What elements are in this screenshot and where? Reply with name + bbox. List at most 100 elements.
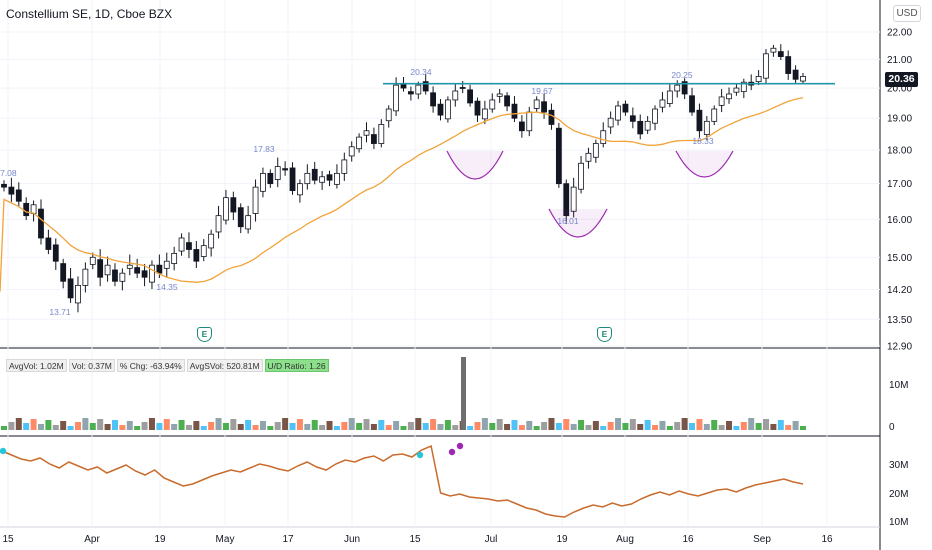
volume-bar xyxy=(444,420,451,430)
volume-bar xyxy=(481,418,488,430)
volume-bar xyxy=(282,418,289,430)
volume-bar xyxy=(119,425,126,430)
candle xyxy=(518,121,525,132)
x-tick-label: 15 xyxy=(409,534,421,545)
earnings-marker-icon[interactable]: E xyxy=(597,327,612,342)
candle xyxy=(89,256,96,265)
candle xyxy=(23,202,30,217)
candle xyxy=(30,204,37,214)
earnings-marker-icon[interactable]: E xyxy=(197,327,212,342)
candle xyxy=(696,109,703,132)
candle xyxy=(134,267,141,274)
volume-tick-label: 10M xyxy=(889,380,908,391)
volume-bar xyxy=(526,421,533,430)
candle xyxy=(711,108,718,122)
volume-bar xyxy=(777,420,784,430)
candle xyxy=(489,99,496,110)
candle xyxy=(785,56,792,74)
candle xyxy=(430,92,436,107)
candle xyxy=(800,76,806,82)
volume-bar xyxy=(215,418,222,430)
volume-bar xyxy=(792,421,799,430)
y-tick-label: 15.00 xyxy=(887,253,912,264)
candle xyxy=(526,111,533,132)
volume-bar xyxy=(615,418,622,430)
volume-bar xyxy=(785,425,792,430)
candle xyxy=(792,69,799,80)
x-tick-label: Sep xyxy=(753,534,771,545)
candle xyxy=(75,284,81,304)
volume-bar xyxy=(681,418,688,430)
avg-vol-stat: AvgVol: 1.02M xyxy=(6,359,67,372)
candle xyxy=(82,268,89,286)
candle xyxy=(274,166,281,180)
volume-bar xyxy=(563,419,570,430)
price-annotation: 20.25 xyxy=(671,70,693,80)
candle xyxy=(578,162,584,190)
x-tick-label: 19 xyxy=(154,534,166,545)
volume-bar xyxy=(319,425,326,430)
candle xyxy=(733,87,740,93)
currency-button[interactable]: USD xyxy=(893,5,921,22)
x-tick-label: 15 xyxy=(2,534,14,545)
candle xyxy=(260,172,266,192)
candle xyxy=(208,233,215,249)
indicator-tick-label: 30M xyxy=(889,460,908,471)
candle xyxy=(60,263,67,282)
volume-bar xyxy=(45,420,52,430)
volume-bar xyxy=(600,426,607,430)
volume-bar xyxy=(245,420,252,430)
volume-bar xyxy=(755,423,762,430)
price-annotation: 17.83 xyxy=(253,144,275,154)
candle xyxy=(659,99,666,108)
candle xyxy=(422,81,429,92)
candle xyxy=(15,189,22,202)
volume-bar xyxy=(711,420,718,430)
volume-spike-bar xyxy=(461,357,466,430)
candle xyxy=(156,264,163,274)
candle xyxy=(193,249,200,262)
candle xyxy=(637,120,644,135)
volume-bar xyxy=(592,421,599,430)
price-annotation: 19.67 xyxy=(531,86,553,96)
candle xyxy=(104,264,111,276)
candle xyxy=(474,100,481,116)
volume-bar xyxy=(37,424,44,430)
volume-bar xyxy=(474,422,481,430)
volume-bar xyxy=(111,420,118,430)
volume-bar xyxy=(259,421,266,430)
y-tick-label: 13.50 xyxy=(887,315,912,326)
volume-bar xyxy=(30,419,37,430)
candle xyxy=(726,93,732,100)
candle xyxy=(45,237,52,250)
volume-bar xyxy=(274,422,281,430)
candle xyxy=(666,90,673,104)
volume-bar xyxy=(533,426,540,430)
candle xyxy=(112,269,118,282)
candle xyxy=(607,117,614,128)
volume-bar xyxy=(733,426,740,430)
x-tick-label: Apr xyxy=(84,534,100,545)
cup-pattern-arc xyxy=(548,208,608,238)
candle xyxy=(437,103,444,116)
candle xyxy=(319,176,326,183)
candle xyxy=(215,215,222,233)
volume-bar xyxy=(570,424,577,430)
candle xyxy=(570,186,577,212)
volume-bar xyxy=(348,418,355,430)
candle xyxy=(378,124,385,144)
candle xyxy=(415,84,422,95)
volume-bar xyxy=(622,423,629,430)
volume-bar xyxy=(296,419,303,430)
volume-bar xyxy=(415,418,422,430)
candle xyxy=(600,130,607,144)
volume-bar xyxy=(689,423,696,430)
candle xyxy=(237,207,244,228)
candle xyxy=(67,278,74,299)
candle xyxy=(681,81,688,95)
candle xyxy=(149,264,155,283)
volume-bar xyxy=(607,422,614,430)
indicator-dot xyxy=(448,448,456,456)
candle xyxy=(200,245,207,257)
candle xyxy=(119,272,126,282)
